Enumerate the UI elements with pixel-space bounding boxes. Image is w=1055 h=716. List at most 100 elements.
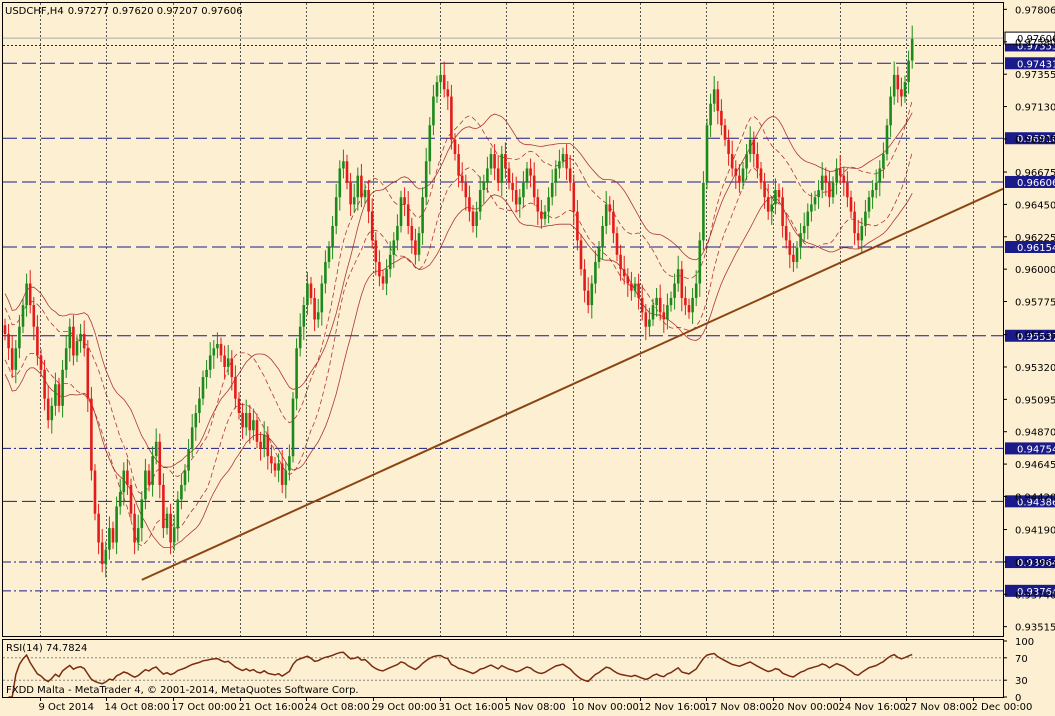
- candle-body: [122, 470, 126, 493]
- candle-body: [32, 305, 36, 327]
- candle-body: [306, 283, 309, 306]
- candle-body: [644, 312, 648, 327]
- candle-body: [414, 240, 417, 255]
- candle-body: [849, 197, 853, 212]
- candle-body: [579, 240, 583, 270]
- candle-body: [756, 154, 759, 169]
- candle-body: [482, 182, 486, 191]
- level-label: 0.96606: [1017, 178, 1055, 189]
- candle-body: [763, 182, 766, 198]
- candle-body: [871, 190, 874, 198]
- candle-body: [219, 343, 223, 356]
- candle-body: [601, 225, 604, 248]
- candle-body: [554, 168, 558, 183]
- candle-body: [25, 283, 28, 306]
- candle-body: [684, 297, 687, 306]
- level-label: 0.93964: [1017, 558, 1055, 569]
- level-marker: [1005, 132, 1055, 145]
- candle-body: [453, 139, 457, 155]
- candle-body: [86, 348, 90, 399]
- candle-body: [349, 182, 352, 205]
- candle-body: [450, 96, 453, 140]
- time-axis: 9 Oct 2014 14 Oct 08:00 17 Oct 00:00 21 Oct…: [39, 697, 1032, 713]
- candle-body: [694, 283, 698, 298]
- candle-body: [799, 233, 802, 248]
- candle-body: [568, 168, 572, 183]
- candle-body: [666, 305, 669, 320]
- candle-body: [892, 74, 896, 97]
- price-tick-label: 0.93515: [1015, 623, 1055, 634]
- candle-body: [676, 269, 680, 284]
- time-tick-label: 27 Nov 08:00: [905, 702, 972, 713]
- candle-body: [507, 168, 511, 183]
- candle-body: [486, 168, 489, 183]
- time-tick-label: 31 Oct 16:00: [439, 702, 504, 713]
- candle-body: [460, 175, 464, 183]
- ohlc-label: 0.97277 0.97620 0.97207 0.97606: [68, 6, 243, 17]
- trendline-group: [141, 187, 1004, 581]
- price-tick-label: 0.94420: [1015, 492, 1055, 503]
- candle-body: [446, 89, 450, 97]
- candle-body: [619, 254, 622, 270]
- time-tick-label: 29 Oct 00:00: [372, 702, 437, 713]
- candle-body: [165, 513, 169, 529]
- candle-body: [864, 211, 867, 226]
- candle-body: [162, 484, 165, 529]
- candle-body: [687, 305, 691, 313]
- candle-body: [435, 82, 439, 97]
- candle-body: [428, 125, 432, 162]
- candle-body: [100, 542, 104, 565]
- candle-body: [370, 211, 374, 241]
- candle-body: [500, 154, 504, 183]
- candle-body: [295, 348, 298, 399]
- candle-body: [421, 197, 424, 234]
- candle-body: [277, 463, 280, 471]
- level-label: 0.97555: [1017, 41, 1055, 52]
- candle-body: [860, 225, 864, 241]
- candle-body: [198, 398, 201, 414]
- time-tick-label: 20 Nov 00:00: [772, 702, 839, 713]
- candle-body: [532, 175, 536, 198]
- candle-body: [529, 168, 532, 176]
- candle-body: [7, 333, 10, 349]
- candle-body: [230, 358, 234, 378]
- candle-body: [226, 358, 230, 367]
- candle-body: [511, 182, 514, 191]
- level-marker: [1005, 495, 1055, 508]
- candle-body: [795, 247, 799, 262]
- rsi-tick-label: 0: [1015, 693, 1021, 704]
- candle-body: [154, 441, 158, 457]
- candle-body: [61, 369, 64, 406]
- candle-body: [637, 283, 640, 298]
- rsi-line: [8, 651, 913, 698]
- price-tick-label: 0.95320: [1015, 363, 1055, 374]
- candle-body: [57, 384, 61, 406]
- candle-body: [158, 441, 162, 485]
- candle-body: [190, 427, 194, 449]
- candle-body: [298, 326, 302, 349]
- candle-body: [234, 377, 237, 399]
- candle-body: [439, 74, 442, 83]
- copyright-label: FXDD Malta - MetaTrader 4, © 2001-2014, …: [6, 685, 359, 696]
- candle-body: [504, 154, 507, 169]
- level-marker: [1005, 175, 1055, 188]
- price-tick-label: 0.94190: [1015, 526, 1055, 537]
- candle-body: [180, 484, 183, 500]
- time-tick-label: 14 Oct 08:00: [105, 702, 170, 713]
- candle-body: [766, 197, 770, 212]
- candle-body: [342, 161, 345, 169]
- candle-body: [838, 168, 842, 176]
- candle-body: [90, 398, 93, 471]
- candle-body: [518, 197, 522, 205]
- candle-body: [424, 161, 428, 198]
- candle-body: [475, 211, 478, 226]
- candle-body: [43, 369, 46, 399]
- candle-body: [784, 225, 788, 241]
- candle-body: [586, 290, 590, 306]
- candle-body: [237, 398, 241, 414]
- candle-body: [597, 247, 601, 262]
- candle-body: [651, 305, 655, 320]
- candle-body: [752, 139, 756, 155]
- main-frame: [2, 2, 1004, 637]
